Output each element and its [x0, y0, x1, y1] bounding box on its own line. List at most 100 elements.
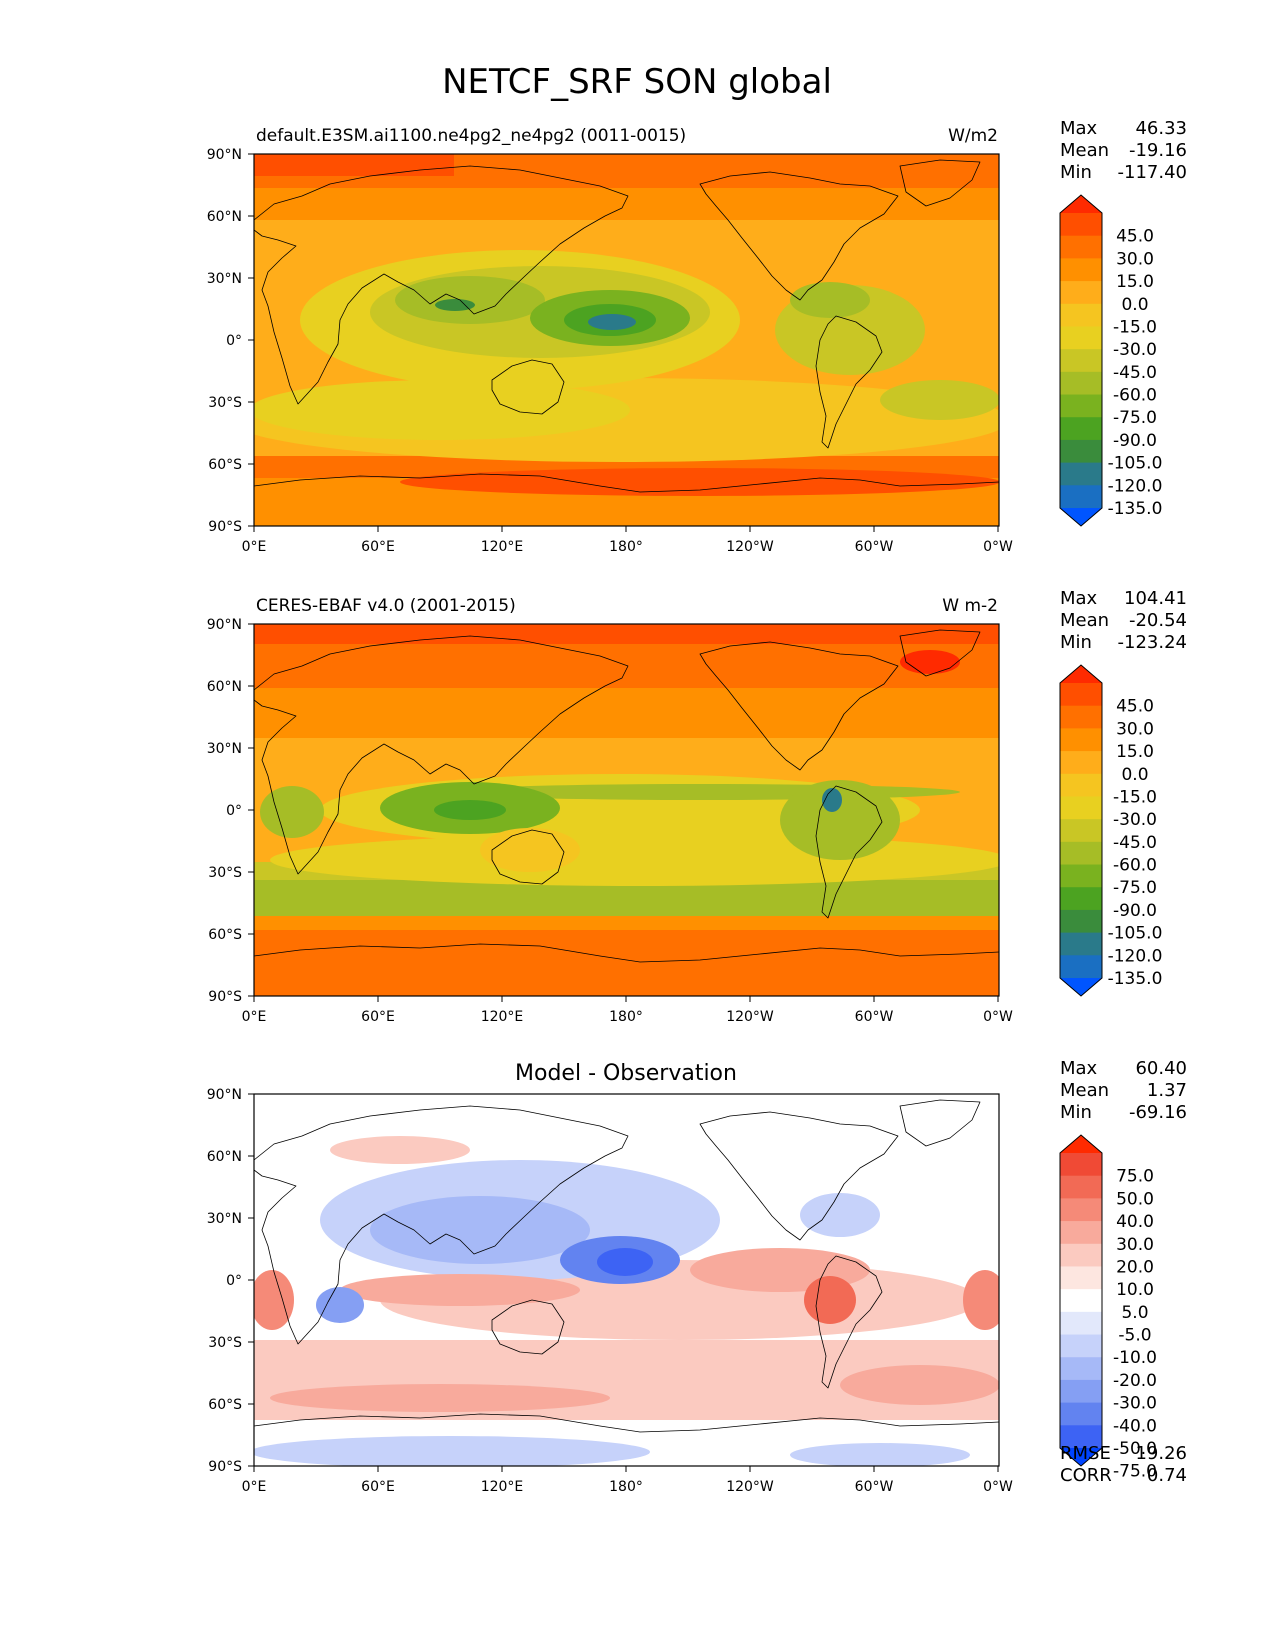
- colorbar-segment: [1060, 439, 1102, 464]
- field-america-green: [780, 780, 900, 860]
- panel-left-title: default.E3SM.ai1100.ne4pg2_ne4pg2 (0011-…: [256, 126, 686, 146]
- stats-box: Max 60.40 Mean 1.37 Min -69.16: [1060, 1058, 1187, 1123]
- colorbar-label: 10.0: [1116, 1280, 1154, 1300]
- colorbar-segment: [1060, 1311, 1102, 1336]
- figure-title: NETCF_SRF SON global: [442, 62, 832, 102]
- colorbar-label: -120.0: [1108, 946, 1163, 966]
- lat-tick-label: 90°N: [207, 147, 242, 163]
- field-pacific-blue-core: [597, 1248, 653, 1276]
- colorbar: 45.030.0 15.0 0.0-15.0 -30.0 -45.0 -60.0-75.0…: [1059, 664, 1163, 997]
- colorbar-label: -15.0: [1113, 317, 1157, 337]
- colorbar-segment: [1060, 841, 1102, 866]
- field-greenland-red: [900, 650, 960, 674]
- coast-south-america: [815, 315, 883, 449]
- coastlines: [253, 1099, 1000, 1433]
- field-indian-red: [340, 1274, 580, 1306]
- lon-tick-label: 120°E: [481, 1479, 524, 1495]
- coast-eurasia-africa: [253, 1105, 629, 1345]
- field-band-arctic-core: [254, 154, 454, 176]
- colorbar-label: -135.0: [1108, 499, 1163, 519]
- colorbar-segment: [1060, 417, 1102, 441]
- colorbar-label: 50.0: [1116, 1189, 1154, 1209]
- colorbar-label: -90.0: [1113, 431, 1157, 451]
- coast-south-america: [815, 785, 883, 919]
- colorbar-label: 15.0: [1116, 272, 1154, 292]
- lat-tick-label: 30°N: [207, 1211, 242, 1227]
- coast-australia: [491, 359, 565, 415]
- field-band-north-high: [254, 188, 999, 220]
- field-band-south-polar: [254, 930, 999, 996]
- lat-tick-label: 90°S: [208, 1459, 242, 1475]
- lat-tick-label: 60°S: [208, 457, 242, 473]
- field-south-atlantic-olive: [880, 380, 999, 420]
- field-andes-blue: [822, 788, 842, 812]
- stat-mean-value: -19.16: [1129, 140, 1187, 161]
- colorbar-label: -60.0: [1113, 386, 1157, 406]
- coast-greenland: [899, 159, 981, 207]
- field-africa-green: [260, 786, 324, 838]
- colorbar-label: 20.0: [1116, 1257, 1154, 1277]
- coast-antarctica: [253, 473, 1000, 493]
- colorbar-segment: [1060, 1153, 1102, 1177]
- colorbar-extend-max: [1060, 195, 1102, 213]
- stat-max-value: 104.41: [1124, 588, 1187, 609]
- colorbar-segment: [1060, 235, 1102, 259]
- stat-mean-label: Mean: [1060, 140, 1109, 161]
- colorbar-segment: [1060, 371, 1102, 396]
- lon-tick-label: 120°W: [726, 1479, 774, 1495]
- field-maritime-dark: [434, 800, 506, 820]
- lat-tick-label: 30°N: [207, 741, 242, 757]
- colorbar-segment: [1060, 728, 1102, 752]
- coast-antarctica: [253, 943, 1000, 963]
- field-madagascar-blue: [316, 1287, 364, 1323]
- coastlines: [253, 629, 1000, 963]
- colorbar-segment: [1060, 683, 1102, 707]
- field-north-pink: [330, 1136, 470, 1164]
- coast-australia: [491, 1299, 565, 1355]
- metric-rmse-value: 19.26: [1135, 1443, 1187, 1464]
- stat-mean-value: -20.54: [1129, 610, 1187, 631]
- lon-tick-labels: 0°E 60°E 120°E 180° 120°W 60°W 0°W: [242, 1479, 1013, 1495]
- colorbar-extend-min: [1060, 1448, 1102, 1466]
- lon-ticks: [253, 1466, 999, 1472]
- colorbar-segment: [1060, 1402, 1102, 1426]
- colorbar-extend-max: [1060, 665, 1102, 683]
- panel-observation: CERES-EBAF v4.0 (2001-2015) W m-2: [207, 588, 1187, 1025]
- colorbar-segment: [1060, 887, 1102, 911]
- field-west-pacific-core: [588, 314, 636, 330]
- colorbar-segment: [1060, 751, 1102, 775]
- field-america-green: [790, 282, 870, 318]
- coast-eurasia-africa: [253, 165, 629, 405]
- colorbar-segment: [1060, 1243, 1102, 1267]
- colorbar-label: -60.0: [1113, 856, 1157, 876]
- field-band-north-mid: [254, 688, 999, 738]
- lon-tick-label: 0°E: [242, 539, 267, 555]
- coast-north-america: [699, 171, 899, 301]
- colorbar-segment: [1060, 1175, 1102, 1199]
- field-warm-pool-green: [395, 276, 545, 324]
- colorbar-segment: [1060, 1357, 1102, 1381]
- metric-corr-value: 0.74: [1147, 1465, 1187, 1486]
- field-band-south-green: [254, 880, 999, 916]
- field-south-red-east: [840, 1365, 999, 1405]
- field-band-south-ocean: [254, 916, 999, 930]
- colorbar-segment: [1060, 258, 1102, 282]
- lat-tick-label: 90°N: [207, 1087, 242, 1103]
- coast-eurasia-africa: [253, 635, 629, 875]
- colorbar-segment: [1060, 213, 1102, 237]
- colorbar-label: -5.0: [1118, 1326, 1151, 1346]
- colorbar-segment: [1060, 1289, 1102, 1313]
- lat-tick-label: 60°N: [207, 679, 242, 695]
- colorbar-segment: [1060, 1334, 1102, 1358]
- colorbar-label: -20.0: [1113, 1371, 1157, 1391]
- lon-tick-label: 60°E: [361, 1479, 395, 1495]
- lat-tick-label: 60°N: [207, 1149, 242, 1165]
- colorbar-label: -75.0: [1113, 878, 1157, 898]
- field-africa-red: [254, 1270, 294, 1330]
- panel-left-title: CERES-EBAF v4.0 (2001-2015): [256, 596, 516, 616]
- lat-tick-label: 30°S: [208, 865, 242, 881]
- lon-tick-label: 60°W: [855, 1479, 894, 1495]
- lat-tick-labels: 90°N 60°N 30°N 0° 30°S 60°S 90°S: [207, 1087, 242, 1475]
- colorbar-label: -135.0: [1108, 969, 1163, 989]
- colorbar-segment: [1060, 796, 1102, 820]
